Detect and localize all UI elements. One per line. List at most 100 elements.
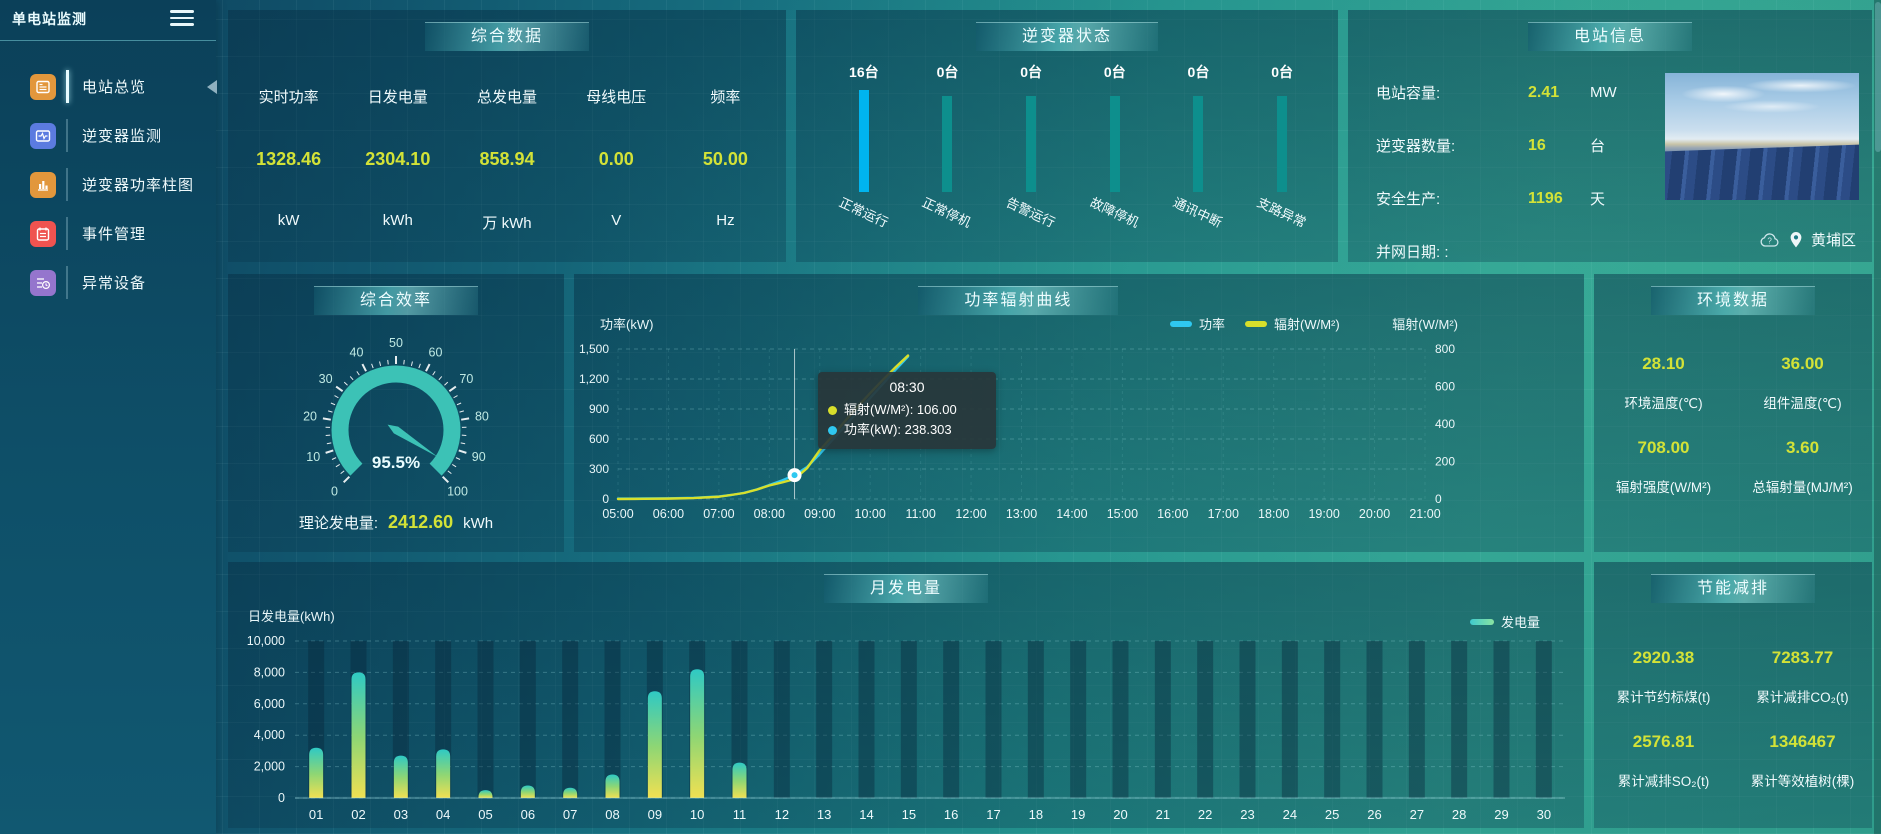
line-chart-legend: 功率 辐射(W/M²) (1170, 314, 1340, 333)
metric-label: 频率 (710, 89, 741, 106)
hamburger-menu-icon[interactable] (170, 10, 194, 28)
svg-text:60: 60 (429, 345, 443, 359)
location-label: 黄埔区 (1810, 232, 1856, 249)
inverter-count: 16台 (849, 64, 879, 80)
inverter-status-group: 16台正常运行 (829, 62, 899, 230)
summary-metric: 实时功率 1328.46 kW (234, 74, 343, 233)
svg-text:07:00: 07:00 (703, 507, 734, 521)
svg-text:10: 10 (690, 807, 704, 822)
tooltip-row: 辐射(W/M²): 106.00 (828, 400, 986, 420)
summary-metric: 频率 50.00 Hz (671, 74, 780, 233)
sidebar-item-label: 逆变器监测 (82, 128, 163, 145)
svg-text:17: 17 (986, 807, 1000, 822)
svg-text:06: 06 (521, 807, 535, 822)
svg-text:11:00: 11:00 (905, 507, 935, 521)
metric-unit: kWh (382, 212, 413, 229)
inverter-status-group: 0台 告警运行 (996, 62, 1066, 230)
panel-environment-title: 环境数据 (1650, 286, 1816, 315)
sidebar-item-event[interactable]: 事件管理 (0, 209, 216, 258)
svg-text:16:00: 16:00 (1157, 507, 1188, 521)
sidebar-item-inverter-power[interactable]: 逆变器功率柱图 (0, 160, 216, 209)
metric-value: 2304.10 (365, 149, 431, 169)
tooltip-dot (828, 405, 837, 415)
station-row-label: 安全生产: (1376, 191, 1441, 208)
metric-cell: 708.00 辐射强度(W/M²) (1594, 430, 1733, 514)
inverter-bar (1193, 96, 1204, 192)
station-row-unit: MW (1590, 84, 1617, 101)
svg-text:0: 0 (602, 492, 609, 506)
svg-text:05: 05 (478, 807, 492, 822)
sidebar-item-abnormal[interactable]: 异常设备 (0, 258, 216, 307)
active-indicator (66, 266, 68, 299)
svg-text:0: 0 (278, 791, 285, 805)
metric-cell: 3.60 总辐射量(MJ/M²) (1733, 430, 1872, 514)
inverter-state-label: 通讯中断 (1171, 194, 1225, 231)
svg-text:18: 18 (1029, 807, 1043, 822)
station-info-row: 并网日期: : (1348, 225, 1668, 278)
panel-efficiency: 综合效率 0 10 20 30 40 50 60 70 80 90 100 95.5% 理论发电量: … (228, 274, 564, 552)
metric-value: 7283.77 (1771, 648, 1834, 667)
panel-summary-title: 综合数据 (424, 22, 590, 51)
svg-text:80: 80 (475, 409, 489, 423)
inverter-bar (1026, 96, 1037, 192)
station-row-label: 并网日期: : (1376, 244, 1449, 261)
svg-text:05:00: 05:00 (602, 507, 633, 521)
sidebar-item-inverter-monitor[interactable]: 逆变器监测 (0, 111, 216, 160)
active-indicator (66, 119, 68, 152)
weather-cloud-icon[interactable]: ? (1759, 232, 1781, 248)
svg-text:17:00: 17:00 (1208, 507, 1239, 521)
svg-text:27: 27 (1410, 807, 1424, 822)
collapse-arrow-icon[interactable] (207, 80, 217, 94)
metric-label: 母线电压 (586, 89, 647, 106)
metric-value: 1328.46 (256, 149, 322, 169)
inverter-count: 0台 (936, 64, 959, 80)
svg-text:02: 02 (351, 807, 365, 822)
legend-item[interactable]: 功率 (1170, 314, 1225, 333)
legend-item[interactable]: 辐射(W/M²) (1245, 314, 1340, 333)
bar-chart-legend[interactable]: 发电量 (1469, 612, 1540, 631)
svg-text:8,000: 8,000 (254, 665, 285, 679)
tooltip-row: 功率(kW): 238.303 (828, 420, 986, 440)
svg-text:11: 11 (733, 807, 747, 822)
location-pin-icon[interactable] (1789, 231, 1803, 249)
metric-cell: 2920.38 累计节约标煤(t) (1594, 640, 1733, 724)
inverter-state-label: 故障停机 (1087, 194, 1142, 231)
radiation-axis-name: 辐射(W/M²) (1392, 317, 1458, 332)
panel-inverter-status-title: 逆变器状态 (975, 22, 1159, 51)
legend-label: 发电量 (1500, 615, 1540, 630)
station-row-label: 电站容量: (1376, 85, 1441, 102)
inverter-count: 0台 (1271, 64, 1293, 80)
tooltip-rows: 辐射(W/M²): 106.00 功率(kW): 238.303 (828, 400, 986, 440)
svg-text:900: 900 (589, 402, 609, 416)
inverter-bar (858, 90, 869, 192)
event-icon (30, 220, 56, 247)
svg-text:200: 200 (1435, 455, 1455, 469)
metric-value: 36.00 (1781, 354, 1824, 373)
sidebar-header: 单电站监测 (0, 0, 216, 41)
panel-inverter-status: 逆变器状态 16台 正常运行 0台 正常停机 0台 告警运行 0台 故障停机 0台 通讯中断 0台支… (796, 10, 1338, 262)
metric-unit: Hz (716, 212, 735, 229)
station-row-value: 16 (1528, 136, 1546, 154)
panel-station-info: 电站信息 电站容量: 2.41 MW 逆变器数量: 16 台安全生产: 1196 天并网日期:… (1348, 10, 1872, 262)
inverter-state-label: 正常运行 (836, 194, 891, 231)
chart-tooltip: 08:30 辐射(W/M²): 106.00 功率(kW): 238.303 (818, 372, 996, 449)
active-indicator (66, 168, 68, 201)
svg-text:600: 600 (1435, 380, 1455, 394)
metric-label: 总发电量 (477, 89, 538, 106)
svg-text:20: 20 (1113, 807, 1127, 822)
scrollbar-thumb[interactable] (1874, 2, 1881, 152)
svg-text:14: 14 (859, 807, 873, 822)
svg-text:08:00: 08:00 (754, 507, 785, 521)
sidebar-menu: 电站总览逆变器监测逆变器功率柱图 事件管理 异常设备 (0, 62, 216, 307)
svg-text:28: 28 (1452, 807, 1466, 822)
theory-generation-unit: kWh (463, 515, 494, 532)
sidebar-item-label: 电站总览 (82, 79, 147, 96)
svg-text:03: 03 (394, 807, 408, 822)
inverter-status-group: 0台 支路异常 (1247, 62, 1317, 230)
summary-metric: 母线电压 0.00 V (562, 74, 671, 233)
tooltip-text: 功率(kW): 238.303 (844, 422, 952, 437)
environment-metrics: 28.10 环境温度(℃) 36.00 组件温度(℃) 708.00 辐射强度(W/M²)… (1594, 346, 1872, 514)
svg-text:21: 21 (1156, 807, 1170, 822)
metric-unit: kW (277, 212, 300, 229)
sidebar-item-overview[interactable]: 电站总览 (0, 62, 216, 111)
